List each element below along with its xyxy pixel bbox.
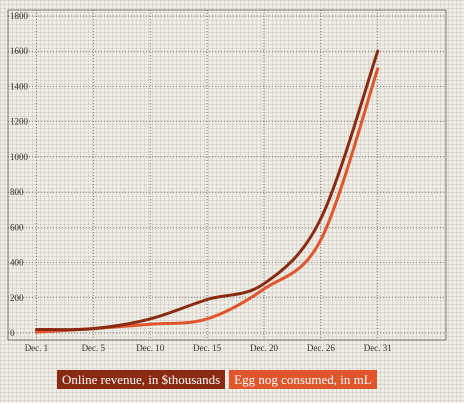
series-line-0 — [34, 49, 380, 332]
y-tick-label: 400 — [10, 258, 24, 268]
x-tick-label: Dec. 10 — [136, 343, 164, 353]
x-tick-label: Dec. 20 — [250, 343, 278, 353]
y-tick-label: 200 — [10, 293, 24, 303]
y-tick-label: 1400 — [10, 81, 29, 91]
y-tick-label: 600 — [10, 222, 24, 232]
y-axis-ticks: 0 200 400 600 800 1000 1200 1400 1600 1800 — [10, 11, 29, 338]
x-tick-label: Dec. 31 — [364, 343, 392, 353]
x-tick-label: Dec. 26 — [307, 343, 335, 353]
plot-frame — [7, 9, 447, 341]
series-lines — [34, 49, 380, 334]
x-axis-ticks: Dec. 1 Dec. 5 Dec. 10 Dec. 15 Dec. 20 Dec. 26… — [25, 343, 392, 353]
y-tick-label: 1000 — [10, 152, 29, 162]
y-tick-label: 1800 — [10, 11, 29, 21]
y-tick-label: 1200 — [10, 117, 29, 127]
legend-item-online-revenue: Online revenue, in $thousands — [57, 370, 226, 389]
x-tick-label: Dec. 15 — [193, 343, 221, 353]
y-tick-label: 0 — [10, 328, 15, 338]
x-tick-label: Dec. 1 — [25, 343, 49, 353]
grid-lines — [7, 9, 447, 341]
legend: Online revenue, in $thousands Egg nog co… — [57, 370, 377, 389]
x-tick-label: Dec. 5 — [82, 343, 106, 353]
y-tick-label: 800 — [10, 187, 24, 197]
legend-item-egg-nog: Egg nog consumed, in mL — [229, 370, 377, 389]
y-tick-label: 1600 — [10, 46, 29, 56]
